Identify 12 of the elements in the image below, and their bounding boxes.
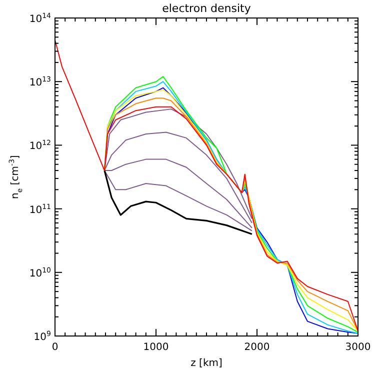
y-tick-label: 10$^{10}$ bbox=[29, 266, 51, 280]
x-tick-label: 2000 bbox=[244, 342, 270, 353]
x-axis-title: z [km] bbox=[190, 358, 222, 369]
x-tick-label: 1000 bbox=[143, 342, 169, 353]
y-tick-label: 10$^{11}$ bbox=[29, 202, 51, 216]
x-tick-label: 0 bbox=[52, 342, 58, 353]
y-tick-label: 10$^{14}$ bbox=[29, 12, 52, 25]
y-tick-label: 10$^{9}$ bbox=[34, 330, 51, 343]
chart-title: electron density bbox=[162, 2, 252, 15]
x-tick-label: 3000 bbox=[345, 342, 371, 353]
y-tick-label: 10$^{12}$ bbox=[29, 139, 51, 152]
y-tick-label: 10$^{13}$ bbox=[29, 76, 51, 89]
